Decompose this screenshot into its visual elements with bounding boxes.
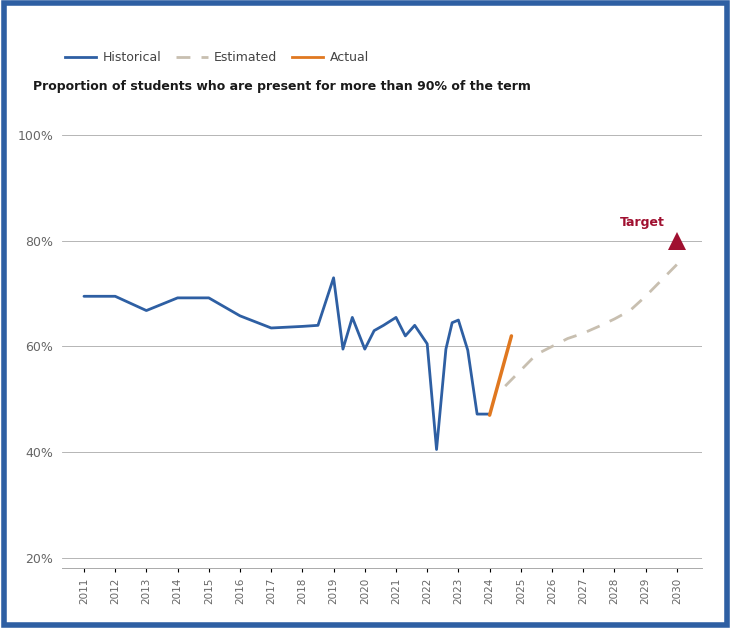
- Text: PROGRESS TOWARDS TARGET: PROGRESS TOWARDS TARGET: [17, 31, 295, 49]
- Legend: Historical, Estimated, Actual: Historical, Estimated, Actual: [65, 51, 369, 65]
- Text: Proportion of students who are present for more than 90% of the term: Proportion of students who are present f…: [33, 80, 531, 93]
- Text: Target: Target: [619, 216, 664, 229]
